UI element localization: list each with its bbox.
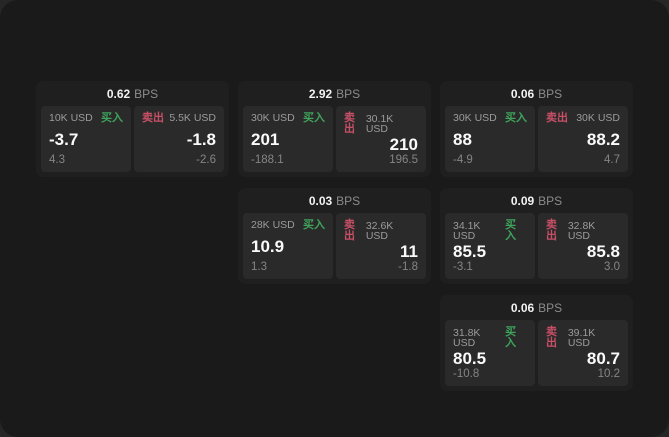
buy-price: 85.5 bbox=[453, 242, 487, 262]
buy-side-label: 买入 bbox=[303, 219, 325, 231]
sell-side-label: 卖出 bbox=[546, 219, 557, 242]
sell-size-label: 32.8K USD bbox=[567, 219, 596, 242]
sell-size-label: 39.1K USD bbox=[567, 326, 596, 349]
buy-side-label: 买入 bbox=[505, 326, 517, 349]
buy-size-label: 34.1K USD bbox=[453, 219, 481, 242]
quote-card-grid: 0.62 BPS 10K USD 买入 -3.7 4.3 卖出 5.5K USD bbox=[36, 81, 633, 391]
buy-quote-tile[interactable]: 34.1K USD 买入 85.5 -3.1 bbox=[445, 213, 535, 279]
buy-side-label: 买入 bbox=[303, 112, 325, 124]
sell-side-label: 卖出 bbox=[344, 219, 355, 242]
buy-size-label: 30K USD bbox=[453, 112, 497, 125]
buy-size-label: 10K USD bbox=[49, 112, 93, 125]
sell-price: 85.8 bbox=[586, 242, 620, 262]
buy-price: 201 bbox=[251, 129, 280, 149]
bps-label: BPS bbox=[336, 86, 361, 101]
spread-value: 2.92 bbox=[308, 86, 333, 101]
sell-size-label: 30K USD bbox=[576, 112, 620, 125]
quote-card: 0.03 BPS 28K USD 买入 10.9 1.3 卖出 32.6K US… bbox=[238, 188, 431, 284]
spread-header: 0.06 BPS bbox=[440, 81, 633, 106]
sell-size-label: 5.5K USD bbox=[169, 112, 216, 125]
sell-size-label: 30.1K USD bbox=[365, 112, 394, 135]
buy-price: 80.5 bbox=[453, 349, 487, 369]
sell-sub-value: 10.2 bbox=[597, 367, 620, 380]
buy-sub-value: 4.3 bbox=[49, 153, 65, 166]
buy-side-label: 买入 bbox=[505, 112, 527, 124]
quote-body: 28K USD 买入 10.9 1.3 卖出 32.6K USD 11 -1.8 bbox=[238, 213, 431, 284]
sell-sub-value: 196.5 bbox=[389, 153, 418, 166]
buy-quote-tile[interactable]: 30K USD 买入 201 -188.1 bbox=[243, 106, 333, 172]
sell-quote-tile[interactable]: 卖出 30.1K USD 210 196.5 bbox=[336, 106, 426, 172]
buy-size-label: 28K USD bbox=[251, 219, 295, 232]
quote-card: 0.09 BPS 34.1K USD 买入 85.5 -3.1 卖出 32.8K… bbox=[440, 188, 633, 284]
buy-side-label: 买入 bbox=[101, 112, 123, 124]
spread-header: 0.03 BPS bbox=[238, 188, 431, 213]
sell-side-label: 卖出 bbox=[546, 326, 557, 349]
spread-value: 0.06 bbox=[510, 300, 535, 315]
sell-sub-value: 3.0 bbox=[604, 260, 620, 273]
sell-side-label: 卖出 bbox=[344, 112, 355, 135]
spread-value: 0.09 bbox=[510, 193, 535, 208]
buy-size-label: 30K USD bbox=[251, 112, 295, 125]
buy-price: -3.7 bbox=[49, 129, 79, 149]
buy-price: 10.9 bbox=[251, 236, 285, 256]
sell-sub-value: 4.7 bbox=[604, 153, 620, 166]
buy-sub-value: -188.1 bbox=[251, 153, 284, 166]
quote-body: 10K USD 买入 -3.7 4.3 卖出 5.5K USD -1.8 -2.… bbox=[36, 106, 229, 177]
sell-sub-value: -2.6 bbox=[196, 153, 216, 166]
bps-label: BPS bbox=[538, 86, 563, 101]
quote-body: 30K USD 买入 201 -188.1 卖出 30.1K USD 210 1… bbox=[238, 106, 431, 177]
sell-price: 80.7 bbox=[586, 349, 620, 369]
buy-sub-value: -4.9 bbox=[453, 153, 473, 166]
bps-label: BPS bbox=[134, 86, 159, 101]
sell-price: 88.2 bbox=[586, 129, 620, 149]
bps-label: BPS bbox=[538, 193, 563, 208]
quote-body: 31.8K USD 买入 80.5 -10.8 卖出 39.1K USD 80.… bbox=[440, 320, 633, 391]
buy-sub-value: -3.1 bbox=[453, 260, 473, 273]
quote-body: 30K USD 买入 88 -4.9 卖出 30K USD 88.2 4.7 bbox=[440, 106, 633, 177]
spread-header: 0.09 BPS bbox=[440, 188, 633, 213]
spread-value: 0.06 bbox=[510, 86, 535, 101]
spread-header: 0.06 BPS bbox=[440, 295, 633, 320]
spread-header: 0.62 BPS bbox=[36, 81, 229, 106]
sell-quote-tile[interactable]: 卖出 32.6K USD 11 -1.8 bbox=[336, 213, 426, 279]
buy-quote-tile[interactable]: 30K USD 买入 88 -4.9 bbox=[445, 106, 535, 172]
buy-side-label: 买入 bbox=[505, 219, 517, 242]
buy-size-label: 31.8K USD bbox=[453, 326, 481, 349]
sell-side-label: 卖出 bbox=[142, 112, 164, 124]
quote-card: 0.62 BPS 10K USD 买入 -3.7 4.3 卖出 5.5K USD bbox=[36, 81, 229, 177]
buy-quote-tile[interactable]: 31.8K USD 买入 80.5 -10.8 bbox=[445, 320, 535, 386]
sell-quote-tile[interactable]: 卖出 39.1K USD 80.7 10.2 bbox=[538, 320, 628, 386]
buy-sub-value: 1.3 bbox=[251, 260, 267, 273]
sell-price: 210 bbox=[389, 135, 418, 155]
sell-quote-tile[interactable]: 卖出 30K USD 88.2 4.7 bbox=[538, 106, 628, 172]
sell-side-label: 卖出 bbox=[546, 112, 568, 124]
bps-label: BPS bbox=[538, 300, 563, 315]
quote-card: 0.06 BPS 30K USD 买入 88 -4.9 卖出 30K USD bbox=[440, 81, 633, 177]
quote-body: 34.1K USD 买入 85.5 -3.1 卖出 32.8K USD 85.8… bbox=[440, 213, 633, 284]
quote-card: 2.92 BPS 30K USD 买入 201 -188.1 卖出 30.1K … bbox=[238, 81, 431, 177]
buy-sub-value: -10.8 bbox=[453, 367, 480, 380]
sell-quote-tile[interactable]: 卖出 5.5K USD -1.8 -2.6 bbox=[134, 106, 224, 172]
sell-quote-tile[interactable]: 卖出 32.8K USD 85.8 3.0 bbox=[538, 213, 628, 279]
sell-price: -1.8 bbox=[186, 129, 216, 149]
buy-price: 88 bbox=[453, 129, 472, 149]
buy-quote-tile[interactable]: 10K USD 买入 -3.7 4.3 bbox=[41, 106, 131, 172]
sell-sub-value: -1.8 bbox=[398, 260, 418, 273]
spread-value: 0.62 bbox=[106, 86, 131, 101]
buy-quote-tile[interactable]: 28K USD 买入 10.9 1.3 bbox=[243, 213, 333, 279]
spread-value: 0.03 bbox=[308, 193, 333, 208]
bps-label: BPS bbox=[336, 193, 361, 208]
spread-header: 2.92 BPS bbox=[238, 81, 431, 106]
quote-card: 0.06 BPS 31.8K USD 买入 80.5 -10.8 卖出 39.1… bbox=[440, 295, 633, 391]
sell-size-label: 32.6K USD bbox=[365, 219, 394, 242]
sell-price: 11 bbox=[400, 242, 418, 262]
